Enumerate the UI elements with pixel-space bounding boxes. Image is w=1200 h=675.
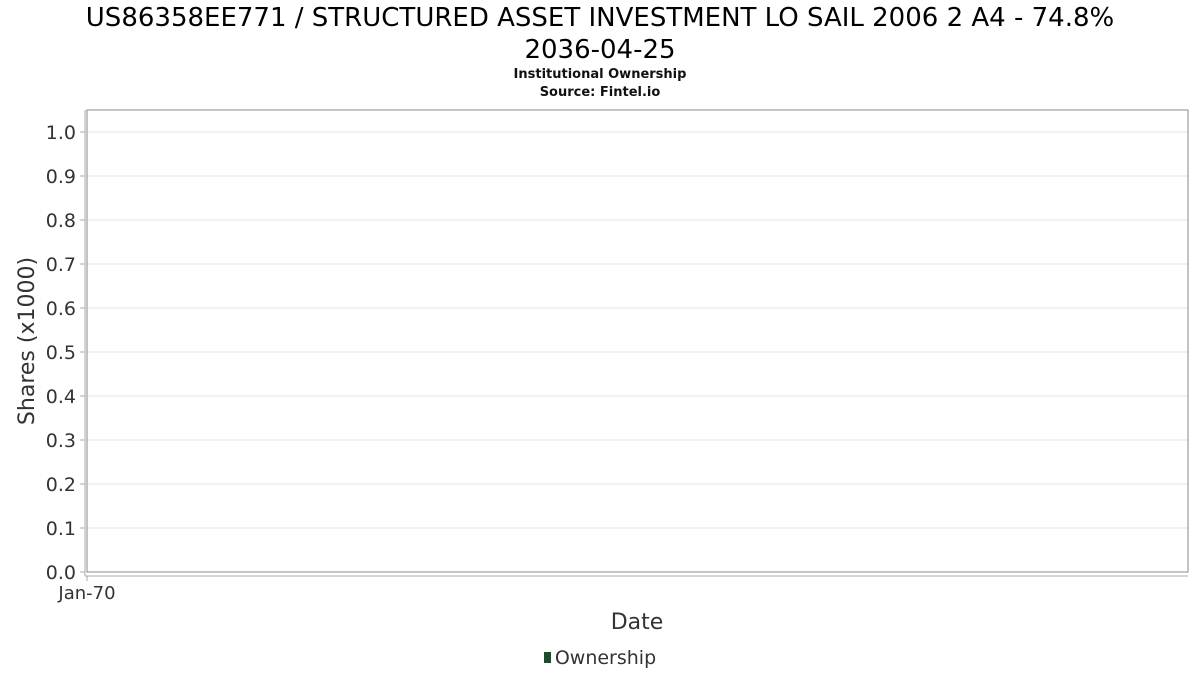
chart-title-line-1: US86358EE771 / STRUCTURED ASSET INVESTME…: [85, 3, 1115, 33]
y-tick-label: 0.1: [46, 518, 76, 540]
y-tick-label: 0.0: [46, 562, 76, 584]
y-axis-label: Shares (x1000): [15, 257, 40, 425]
x-tick-label: Jan-70: [57, 583, 115, 604]
chart-subtitle-line-2: Source: Fintel.io: [539, 85, 661, 100]
legend-swatch-ownership: [543, 652, 551, 663]
chart-subtitle-line-1: Institutional Ownership: [513, 67, 687, 82]
chart-title-line-2: 2036-04-25: [524, 35, 676, 65]
y-tick-label: 0.7: [46, 254, 76, 276]
y-tick-label: 0.6: [46, 298, 76, 320]
legend-label-ownership: Ownership: [554, 647, 657, 669]
chart-legend: Ownership: [0, 647, 1200, 669]
y-tick-label: 0.9: [46, 166, 76, 188]
y-tick-label: 1.0: [46, 122, 76, 144]
y-tick-label: 0.8: [46, 210, 76, 232]
y-tick-label: 0.3: [46, 430, 76, 452]
y-axis-ticks: 0.0 0.1 0.2 0.3 0.4 0.5 0.6 0.7 0.8 0.9 1.0: [46, 122, 85, 584]
grid-lines: [87, 131, 1188, 529]
y-tick-label: 0.4: [46, 386, 76, 408]
y-tick-label: 0.2: [46, 474, 76, 496]
y-tick-label: 0.5: [46, 342, 76, 364]
x-axis-label: Date: [611, 610, 664, 635]
x-axis-ticks: Jan-70: [57, 576, 116, 604]
chart-title: US86358EE771 / STRUCTURED ASSET INVESTME…: [0, 2, 1200, 66]
plot-area: [86, 109, 1189, 573]
